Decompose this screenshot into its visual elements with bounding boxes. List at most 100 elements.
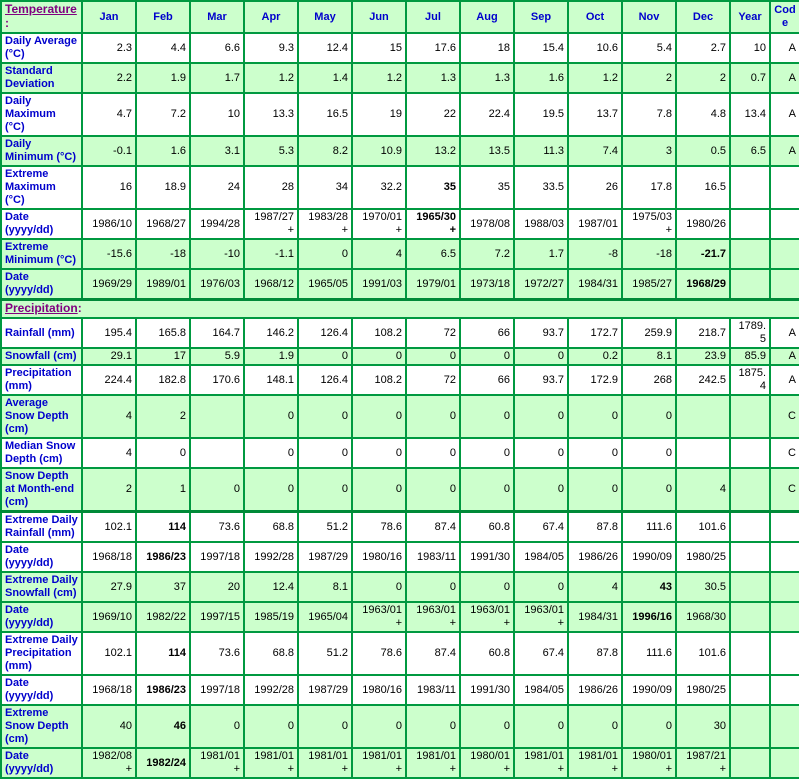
table-cell: 1984/31 xyxy=(567,601,623,633)
table-cell: 15 xyxy=(351,32,407,64)
table-cell: 0 xyxy=(459,571,515,603)
table-cell: 1981/01+ xyxy=(243,747,299,779)
table-cell xyxy=(769,631,799,676)
column-header-aug: Aug xyxy=(459,0,515,34)
table-cell: 0 xyxy=(405,437,461,469)
table-cell: 1.4 xyxy=(297,62,353,94)
table-cell: 29.1 xyxy=(81,347,137,366)
table-row: Extreme Minimum (°C) -15.6 -18 -10 -1.1 0 4 6.5… xyxy=(0,238,799,270)
table-cell: 1980/01+ xyxy=(459,747,515,779)
temperature-link[interactable]: Temperature xyxy=(5,2,77,16)
table-cell xyxy=(729,571,771,603)
table-cell: 6.6 xyxy=(189,32,245,64)
table-cell: 1985/27 xyxy=(621,268,677,301)
table-cell: 20 xyxy=(189,571,245,603)
table-cell: 13.5 xyxy=(459,135,515,167)
table-cell: 0 xyxy=(135,437,191,469)
table-cell: 0.2 xyxy=(567,347,623,366)
table-cell: 268 xyxy=(621,364,677,396)
row-label: Date (yyyy/dd) xyxy=(0,747,83,779)
table-cell xyxy=(769,674,799,706)
table-row: Snowfall (cm) 29.1 17 5.9 1.9 0 0 0 0 0 0.2 8.1 23.9… xyxy=(0,347,799,366)
table-cell: 1.3 xyxy=(459,62,515,94)
table-cell: 1996/16 xyxy=(621,601,677,633)
table-cell: 1991/30 xyxy=(459,541,515,573)
row-label: Date (yyyy/dd) xyxy=(0,674,83,706)
table-cell: 68.8 xyxy=(243,510,299,543)
table-row: Date (yyyy/dd) 1968/18 1986/23 1997/18 1992/… xyxy=(0,674,799,706)
table-cell: 1.9 xyxy=(243,347,299,366)
table-row: Daily Average (°C) 2.3 4.4 6.6 9.3 12.4 15 17.6… xyxy=(0,32,799,64)
row-label: Date (yyyy/dd) xyxy=(0,268,83,301)
table-cell: 4.8 xyxy=(675,92,731,137)
table-cell: 32.2 xyxy=(351,165,407,210)
table-cell xyxy=(729,238,771,270)
table-cell: 126.4 xyxy=(297,364,353,396)
table-cell: 0 xyxy=(243,394,299,439)
column-header-code: Code xyxy=(769,0,799,34)
table-cell: -18 xyxy=(135,238,191,270)
table-cell: 72 xyxy=(405,364,461,396)
table-cell xyxy=(769,165,799,210)
table-row: Extreme Snow Depth (cm) 40 46 0 0 0 0 0 0 0 0 0 30 xyxy=(0,704,799,749)
table-cell: 4 xyxy=(675,467,731,513)
table-cell: 1789.5 xyxy=(729,317,771,349)
table-cell: 66 xyxy=(459,317,515,349)
table-cell xyxy=(769,704,799,749)
row-label: Precipitation (mm) xyxy=(0,364,83,396)
table-cell: 1982/22 xyxy=(135,601,191,633)
table-cell: 51.2 xyxy=(297,510,353,543)
table-cell xyxy=(729,674,771,706)
row-label: Daily Average (°C) xyxy=(0,32,83,64)
table-row: Date (yyyy/dd) 1969/10 1982/22 1997/15 1985/… xyxy=(0,601,799,633)
table-cell: -18 xyxy=(621,238,677,270)
table-cell: 0 xyxy=(459,704,515,749)
table-cell: 17 xyxy=(135,347,191,366)
table-cell: 9.3 xyxy=(243,32,299,64)
table-cell: 1.2 xyxy=(351,62,407,94)
table-cell: 0 xyxy=(351,467,407,513)
table-cell: 16.5 xyxy=(675,165,731,210)
table-cell: 2.7 xyxy=(675,32,731,64)
table-cell: A xyxy=(769,92,799,137)
table-cell: 0 xyxy=(351,704,407,749)
table-cell: 10.9 xyxy=(351,135,407,167)
table-cell: 4.7 xyxy=(81,92,137,137)
table-cell: 148.1 xyxy=(243,364,299,396)
table-cell: 85.9 xyxy=(729,347,771,366)
table-cell: 0 xyxy=(513,467,569,513)
table-cell: A xyxy=(769,364,799,396)
table-cell: 1973/18 xyxy=(459,268,515,301)
table-cell: 1987/21+ xyxy=(675,747,731,779)
table-cell: 1992/28 xyxy=(243,674,299,706)
table-cell: 13.3 xyxy=(243,92,299,137)
table-cell: 1 xyxy=(135,467,191,513)
table-cell: 12.4 xyxy=(243,571,299,603)
table-cell: 1987/27+ xyxy=(243,208,299,240)
column-header-nov: Nov xyxy=(621,0,677,34)
table-cell: 93.7 xyxy=(513,317,569,349)
column-header-may: May xyxy=(297,0,353,34)
table-cell: 60.8 xyxy=(459,631,515,676)
table-cell: 1976/03 xyxy=(189,268,245,301)
table-cell: 19.5 xyxy=(513,92,569,137)
table-cell: 87.8 xyxy=(567,510,623,543)
column-header-apr: Apr xyxy=(243,0,299,34)
table-cell: 1965/04 xyxy=(297,601,353,633)
table-cell: 10 xyxy=(189,92,245,137)
table-cell: 1980/25 xyxy=(675,541,731,573)
table-row: Precipitation (mm) 224.4 182.8 170.6 148.1 12… xyxy=(0,364,799,396)
table-cell: 1990/09 xyxy=(621,541,677,573)
precipitation-link[interactable]: Precipitation xyxy=(5,301,78,315)
table-cell: 1991/30 xyxy=(459,674,515,706)
table-cell: 1980/01+ xyxy=(621,747,677,779)
table-row: Extreme Daily Rainfall (mm) 102.1 114 73.6 6… xyxy=(0,510,799,543)
table-cell xyxy=(729,704,771,749)
table-cell: 13.2 xyxy=(405,135,461,167)
table-cell: 1969/10 xyxy=(81,601,137,633)
column-header-feb: Feb xyxy=(135,0,191,34)
table-cell: 0 xyxy=(513,704,569,749)
table-cell: 4.4 xyxy=(135,32,191,64)
table-cell xyxy=(729,510,771,543)
table-cell: 1.7 xyxy=(189,62,245,94)
